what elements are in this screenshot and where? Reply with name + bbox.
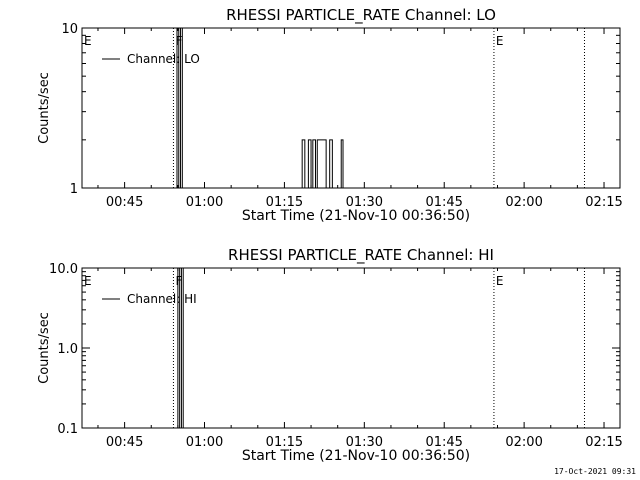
series-line (176, 27, 344, 189)
x-tick-label: 02:00 (505, 435, 542, 450)
x-tick-label: 02:00 (505, 195, 542, 210)
event-marker-label: E (496, 274, 504, 288)
x-tick-label: 00:45 (106, 435, 143, 450)
y-axis-label: Counts/sec (37, 312, 52, 384)
event-marker-label: E (496, 34, 504, 48)
x-tick-label: 02:15 (585, 195, 622, 210)
x-tick-label: 01:45 (425, 195, 462, 210)
x-tick-label: 01:15 (266, 435, 303, 450)
event-marker-label: F (175, 274, 182, 288)
x-tick-label: 02:15 (585, 435, 622, 450)
x-tick-label: 01:00 (186, 195, 223, 210)
y-tick-label: 0.1 (57, 422, 78, 437)
x-tick-label: 01:00 (186, 435, 223, 450)
y-tick-label: 1.0 (57, 342, 78, 357)
y-tick-label: 10.0 (49, 262, 78, 277)
y-axis-label: Counts/sec (37, 72, 52, 144)
x-tick-label: 00:45 (106, 195, 143, 210)
y-tick-label: 1 (70, 182, 78, 197)
x-axis-label: Start Time (21-Nov-10 00:36:50) (242, 208, 470, 224)
chart-title: RHESSI PARTICLE_RATE Channel: HI (228, 246, 494, 265)
x-tick-label: 01:15 (266, 195, 303, 210)
legend-label: Channel: LO (127, 52, 200, 66)
footer-timestamp: 17-Oct-2021 09:31 (554, 467, 636, 476)
y-tick-label: 10 (61, 22, 78, 37)
chart-title: RHESSI PARTICLE_RATE Channel: LO (226, 6, 496, 25)
x-axis-label: Start Time (21-Nov-10 00:36:50) (242, 448, 470, 464)
event-marker-label: E (84, 274, 92, 288)
legend-label: Channel: HI (127, 292, 197, 306)
plot-frame (81, 27, 621, 189)
series-line (177, 267, 184, 429)
x-tick-label: 01:45 (425, 435, 462, 450)
x-tick-label: 01:30 (346, 435, 383, 450)
x-tick-label: 01:30 (346, 195, 383, 210)
event-marker-label: E (84, 34, 92, 48)
